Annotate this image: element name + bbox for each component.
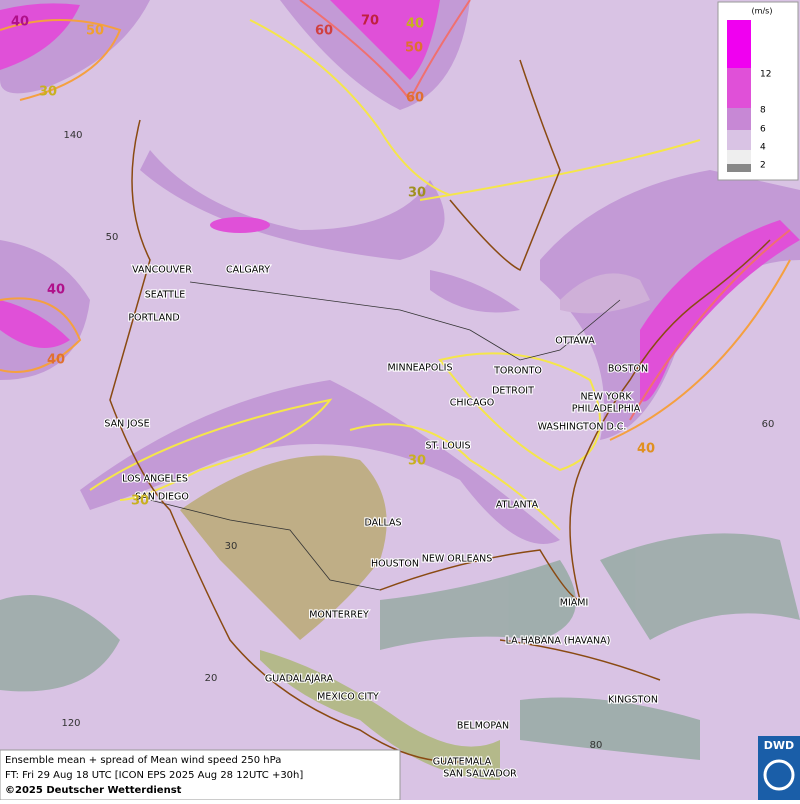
- logo-text: DWD: [764, 739, 794, 752]
- contour-labels: 40 50 30 60 70 40 50 60 30 40 40 30 30 40: [11, 14, 655, 509]
- contours: [0, 0, 791, 531]
- city-label: CALGARY: [226, 265, 270, 276]
- contour-label: 50: [86, 24, 104, 39]
- legend-level: 8: [760, 106, 766, 116]
- city-label: HOUSTON: [371, 559, 419, 570]
- city-label: WASHINGTON D.C.: [538, 422, 627, 433]
- contour-label: 60: [315, 24, 333, 39]
- city-label: NEW YORK: [580, 392, 632, 403]
- grid-label: 140: [63, 130, 82, 141]
- legend-swatch: [727, 164, 751, 172]
- contour-label: 40: [406, 17, 424, 32]
- city-label: GUATEMALA: [433, 757, 492, 768]
- contour-label: 30: [131, 494, 149, 509]
- contour-label: 30: [408, 454, 426, 469]
- city-label: VANCOUVER: [132, 265, 192, 276]
- caption-line: ©2025 Deutscher Wetterdienst: [5, 785, 182, 796]
- land-relief: [180, 273, 650, 780]
- legend-unit: (m/s): [752, 7, 773, 16]
- coastlines: [109, 59, 771, 763]
- grid-label: 60: [762, 419, 775, 430]
- city-label: TORONTO: [493, 366, 542, 377]
- legend-swatch: [727, 130, 751, 150]
- contour-label: 40: [47, 283, 65, 298]
- contour-label: 30: [408, 186, 426, 201]
- city-label: CHICAGO: [450, 398, 494, 409]
- legend-swatch: [727, 20, 751, 68]
- logo-icon: [763, 759, 795, 791]
- city-label: DETROIT: [492, 386, 534, 397]
- legend-level: 6: [760, 125, 766, 135]
- contour-label: 30: [39, 85, 57, 100]
- grid-label: 20: [205, 673, 218, 684]
- city-label: ATLANTA: [496, 500, 539, 511]
- logo: DWD: [758, 736, 800, 800]
- contour-label: 40: [637, 442, 655, 457]
- legend-level: 4: [760, 143, 766, 153]
- borders: [149, 281, 621, 591]
- legend-level: 2: [760, 161, 766, 171]
- city-label: LA HABANA (HAVANA): [506, 636, 611, 647]
- contour-label: 40: [11, 15, 29, 30]
- legend-swatch: [727, 68, 751, 108]
- city-label: NEW ORLEANS: [422, 554, 493, 565]
- caption-line: Ensemble mean + spread of Mean wind spee…: [5, 755, 281, 766]
- city-label: SEATTLE: [145, 290, 186, 301]
- legend-swatch: [727, 108, 751, 130]
- city-label: SAN SALVADOR: [443, 769, 517, 780]
- grid-label: 50: [106, 232, 119, 243]
- city-label: OTTAWA: [555, 336, 595, 347]
- city-label: KINGSTON: [608, 695, 658, 706]
- grid-label: 80: [590, 740, 603, 751]
- city-label: GUADALAJARA: [265, 674, 334, 685]
- contour-label: 60: [406, 91, 424, 106]
- city-label: ST. LOUIS: [426, 441, 471, 452]
- city-label: LOS ANGELES: [122, 474, 188, 485]
- legend-level: 12: [760, 70, 771, 80]
- legend: (m/s) 12 8 6 4 2: [717, 1, 799, 181]
- contour-label: 70: [361, 14, 379, 29]
- contour-label: 40: [47, 353, 65, 368]
- city-label: MIAMI: [560, 598, 589, 609]
- city-label: MONTERREY: [309, 610, 369, 621]
- city-label: BELMOPAN: [457, 721, 509, 732]
- grid-labels: 140 50 60 30 20 120 80: [61, 130, 774, 751]
- legend-swatch: [727, 150, 751, 164]
- city-label: BOSTON: [608, 364, 648, 375]
- city-label: DALLAS: [365, 518, 402, 529]
- grid-label: 120: [61, 718, 80, 729]
- city-label: PORTLAND: [128, 313, 179, 324]
- grid-label: 30: [225, 541, 238, 552]
- city-labels: VANCOUVER CALGARY SEATTLE PORTLAND SAN JOSE L…: [103, 263, 659, 780]
- city-label: PHILADELPHIA: [572, 404, 641, 415]
- city-label: MINNEAPOLIS: [387, 363, 452, 374]
- sea-areas: [0, 533, 800, 760]
- caption: Ensemble mean + spread of Mean wind spee…: [0, 749, 401, 801]
- city-label: SAN JOSE: [104, 419, 149, 430]
- city-label: MEXICO CITY: [317, 692, 379, 703]
- contour-label: 50: [405, 41, 423, 56]
- caption-line: FT: Fri 29 Aug 18 UTC [ICON EPS 2025 Aug…: [5, 770, 303, 781]
- city-label: SAN DIEGO: [135, 492, 189, 503]
